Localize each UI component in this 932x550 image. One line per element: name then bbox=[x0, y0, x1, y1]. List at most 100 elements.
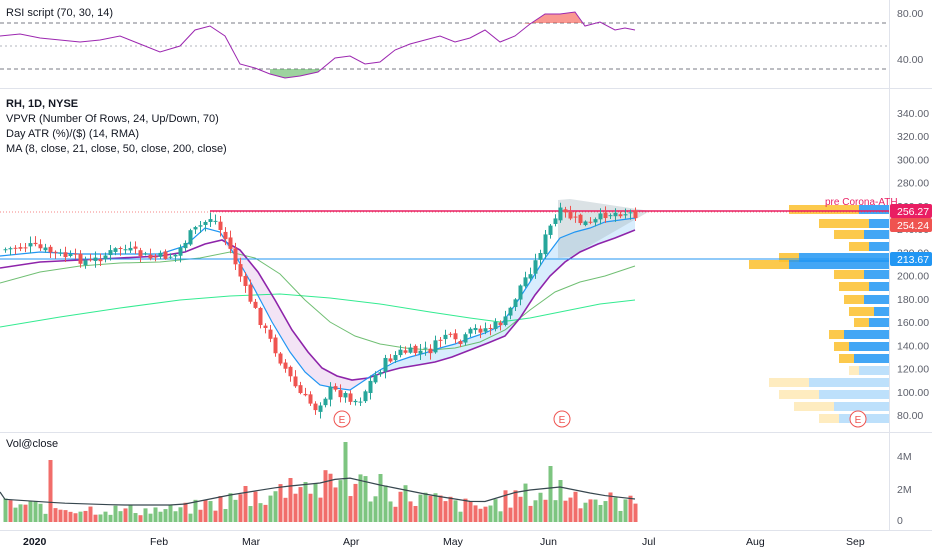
volume-bar bbox=[453, 500, 458, 522]
candle-body bbox=[548, 225, 553, 235]
volume-bar bbox=[623, 499, 628, 522]
vpvr-down-bar bbox=[834, 230, 864, 239]
vpvr-down-bar bbox=[749, 260, 789, 269]
vpvr-up-bar bbox=[869, 282, 889, 291]
volume-bar bbox=[78, 511, 83, 522]
volume-bar bbox=[268, 495, 273, 522]
indicator-atr[interactable]: Day ATR (%)/($) (14, RMA) bbox=[6, 128, 139, 140]
vpvr-down-bar bbox=[849, 366, 859, 375]
earnings-marker-jun[interactable]: E bbox=[553, 410, 571, 428]
candle-body bbox=[128, 247, 133, 251]
candle-body bbox=[343, 392, 348, 398]
volume-bar bbox=[348, 496, 353, 522]
volume-bar bbox=[253, 491, 258, 522]
candle-body bbox=[353, 400, 358, 403]
candle-body bbox=[518, 285, 523, 300]
candle-body bbox=[453, 333, 458, 340]
volume-bar bbox=[118, 511, 123, 522]
main-price-pane[interactable]: RH, 1D, NYSE VPVR (Number Of Rows, 24, U… bbox=[0, 98, 932, 428]
price-tag-last: 254.24 bbox=[890, 218, 932, 232]
vpvr-down-bar bbox=[829, 330, 844, 339]
volume-bar bbox=[628, 495, 633, 522]
volume-bar bbox=[83, 510, 88, 522]
vpvr-up-bar bbox=[849, 342, 889, 351]
candle-body bbox=[493, 321, 498, 330]
rsi-pane[interactable]: RSI script (70, 30, 14) 80.00 40.00 bbox=[0, 7, 923, 79]
vpvr-down-bar bbox=[819, 414, 839, 423]
volume-bar bbox=[168, 505, 173, 522]
volume-bar bbox=[258, 503, 263, 522]
volume-bar bbox=[143, 508, 148, 522]
indicator-vpvr[interactable]: VPVR (Number Of Rows, 24, Up/Down, 70) bbox=[6, 113, 219, 125]
volume-bar bbox=[488, 505, 493, 522]
candle-body bbox=[193, 227, 198, 230]
volume-bar bbox=[338, 480, 343, 522]
price-tick: 140.00 bbox=[897, 340, 929, 352]
candle-body bbox=[293, 376, 298, 387]
candle-body bbox=[428, 348, 433, 354]
volume-bar bbox=[313, 483, 318, 522]
volume-bar bbox=[323, 470, 328, 522]
candle-body bbox=[118, 247, 123, 249]
vpvr-up-bar bbox=[864, 230, 889, 239]
candle-body bbox=[553, 218, 558, 224]
candle-body bbox=[538, 252, 543, 260]
candle-body bbox=[603, 212, 608, 219]
price-tick: 200.00 bbox=[897, 271, 929, 283]
vpvr-down-bar bbox=[789, 205, 859, 214]
candle-body bbox=[633, 210, 638, 219]
candle-body bbox=[613, 212, 618, 217]
volume-bar bbox=[193, 499, 198, 522]
volume-bar bbox=[163, 509, 168, 522]
volume-bar bbox=[528, 505, 533, 522]
ma200-line bbox=[0, 293, 636, 328]
volume-bar bbox=[523, 483, 528, 522]
volume-bar bbox=[373, 496, 378, 522]
indicator-ma[interactable]: MA (8, close, 21, close, 50, close, 200,… bbox=[6, 143, 227, 155]
time-axis[interactable]: 2020 Feb Mar Apr May Jun Jul Aug Sep bbox=[23, 536, 865, 548]
volume-bar bbox=[103, 511, 108, 522]
time-tick-mar: Mar bbox=[242, 536, 261, 548]
vpvr-up-bar bbox=[869, 242, 889, 251]
candle-body bbox=[3, 249, 8, 251]
volume-bar bbox=[388, 501, 393, 522]
vpvr-up-bar bbox=[799, 253, 889, 262]
earnings-marker-sep[interactable]: E bbox=[849, 410, 867, 428]
candle-body bbox=[508, 307, 513, 316]
vpvr-up-bar bbox=[834, 402, 889, 411]
vpvr-up-bar bbox=[809, 378, 889, 387]
candle-body bbox=[213, 220, 218, 222]
candle-body bbox=[498, 322, 503, 326]
volume-bar bbox=[463, 498, 468, 522]
candle-body bbox=[83, 260, 88, 266]
candle-body bbox=[348, 393, 353, 402]
volume-bar bbox=[223, 508, 228, 522]
candle-body bbox=[58, 252, 63, 254]
volume-bar bbox=[583, 502, 588, 522]
candle-body bbox=[48, 246, 53, 253]
ma50-line bbox=[0, 251, 636, 351]
earnings-circle bbox=[333, 410, 351, 428]
volume-bar bbox=[588, 499, 593, 522]
price-tick: 320.00 bbox=[897, 131, 929, 143]
time-tick-sep: Sep bbox=[846, 536, 865, 548]
volume-bar bbox=[283, 497, 288, 522]
candle-body bbox=[223, 231, 228, 240]
volume-bar bbox=[383, 485, 388, 522]
volume-bar bbox=[213, 510, 218, 522]
candle-body bbox=[473, 327, 478, 331]
candle-body bbox=[533, 260, 538, 274]
candle-body bbox=[288, 366, 293, 377]
candle-body bbox=[93, 257, 98, 261]
earnings-marker-mar[interactable]: E bbox=[333, 410, 351, 428]
candle-body bbox=[248, 284, 253, 302]
earnings-letter: E bbox=[339, 415, 346, 426]
volume-bar bbox=[448, 496, 453, 522]
volume-pane[interactable]: Vol@close 4M 2M 0 bbox=[0, 438, 912, 527]
volume-bar bbox=[598, 504, 603, 522]
candle-body bbox=[438, 339, 443, 341]
volume-bar bbox=[503, 490, 508, 522]
volume-bar bbox=[393, 506, 398, 522]
candle-body bbox=[468, 328, 473, 334]
